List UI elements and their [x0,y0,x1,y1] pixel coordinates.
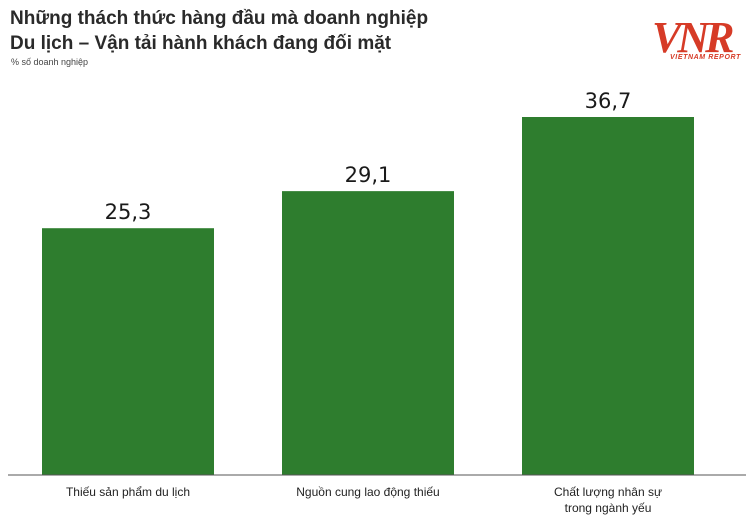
value-label-1: 25,3 [105,200,152,224]
value-label-3: 36,7 [585,89,632,113]
chart-title-line-1: Những thách thức hàng đầu mà doanh nghiệ… [10,8,429,29]
bar-3 [522,117,694,475]
chart-title: Những thách thức hàng đầu mà doanh nghiệ… [10,6,570,56]
bar-2 [282,191,454,476]
chart-title-line-2: Du lịch – Vận tải hành khách đang đối mặ… [10,33,392,54]
bar-1 [42,228,214,475]
category-label-3-line-2: trong ngành yếu [565,501,652,515]
logo-caption: VIETNAM REPORT [670,54,741,61]
unit-note: % số doanh nghiệp [11,57,89,67]
value-label-2: 29,1 [345,163,392,187]
category-label-2: Nguồn cung lao động thiếu [296,485,439,499]
logo-mark: VNR [652,13,733,62]
category-label-3-line-1: Chất lượng nhân sự [554,485,662,499]
vietnam-report-logo: VNR [652,13,737,62]
category-label-1: Thiếu sản phẩm du lịch [66,485,190,499]
